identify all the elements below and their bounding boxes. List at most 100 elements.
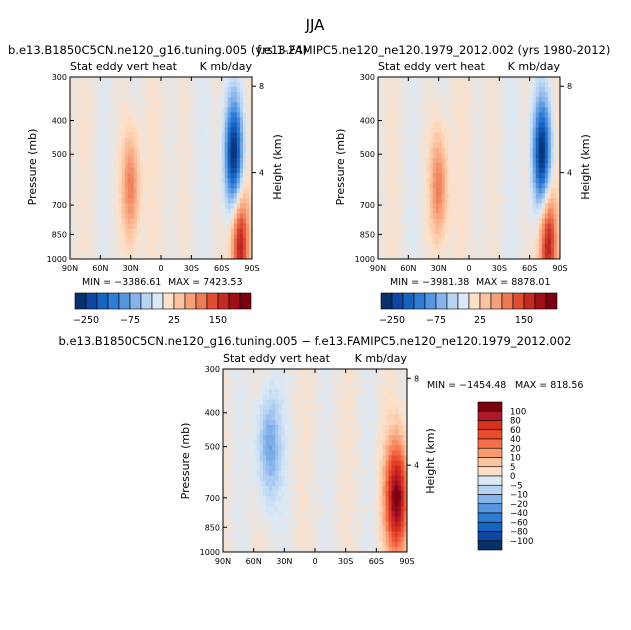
heatmap-cell (465, 117, 470, 123)
heatmap-cell (191, 102, 195, 108)
heatmap-cell (381, 168, 385, 174)
heatmap-cell (85, 213, 89, 219)
heatmap-cell (85, 127, 89, 134)
heatmap-cell (97, 87, 101, 93)
heatmap-cell (475, 107, 479, 113)
heatmap-cell (330, 389, 334, 395)
heatmap-cell (151, 92, 156, 98)
heatmap-cell (435, 82, 440, 88)
heatmap-cell (357, 394, 362, 400)
heatmap-cell (173, 97, 177, 103)
heatmap-cell (82, 238, 86, 245)
heatmap-cell (538, 142, 543, 149)
heatmap-cell (538, 122, 543, 128)
heatmap-cell (191, 203, 195, 209)
heatmap-cell (414, 122, 418, 128)
heatmap-cell (547, 188, 552, 194)
heatmap-cell (462, 132, 467, 139)
heatmap-cell (405, 157, 409, 164)
heatmap-cell (203, 152, 207, 159)
heatmap-cell (157, 183, 162, 189)
heatmap-cell (544, 82, 549, 88)
heatmap-cell (103, 238, 107, 245)
heatmap-cell (456, 198, 461, 204)
heatmap-cell (88, 122, 92, 128)
heatmap-cell (227, 122, 232, 128)
heatmap-cell (203, 162, 207, 169)
heatmap-cell (523, 223, 528, 230)
heatmap-cell (206, 203, 210, 209)
heatmap-cell (505, 203, 509, 209)
heatmap-cell (136, 183, 141, 189)
heatmap-cell (402, 147, 406, 154)
heatmap-cell (206, 173, 210, 179)
heatmap-cell (127, 132, 132, 139)
heatmap-cell (508, 203, 512, 209)
heatmap-cell (121, 97, 125, 103)
heatmap-cell (115, 162, 119, 169)
heatmap-cell (109, 238, 113, 245)
heatmap-cell (221, 208, 226, 214)
heatmap-cell (167, 203, 171, 209)
heatmap-cell (550, 92, 555, 98)
heatmap-cell (393, 142, 397, 149)
heatmap-cell (393, 188, 397, 194)
heatmap-cell (121, 188, 125, 194)
heatmap-cell (535, 112, 540, 118)
heatmap-cell (296, 369, 301, 375)
heatmap-cell (194, 147, 198, 154)
heatmap-cell (541, 127, 546, 134)
heatmap-cell (496, 87, 500, 93)
heatmap-cell (459, 208, 464, 214)
heatmap-cell (345, 394, 350, 400)
heatmap-cell (370, 369, 374, 375)
heatmap-cell (523, 228, 528, 235)
heatmap-cell (139, 213, 144, 219)
heatmap-cell (244, 379, 248, 385)
heatmap-cell (221, 152, 226, 159)
heatmap-cell (130, 218, 135, 225)
heatmap-cell (529, 208, 534, 214)
heatmap-cell (408, 173, 412, 179)
heatmap-cell (242, 162, 247, 169)
heatmap-cell (164, 92, 168, 98)
heatmap-cell (472, 147, 476, 154)
heatmap-cell (399, 188, 403, 194)
heatmap-cell (212, 213, 216, 219)
heatmap-cell (472, 107, 476, 113)
heatmap-cell (248, 152, 253, 159)
heatmap-cell (490, 162, 494, 169)
heatmap-cell (382, 409, 386, 416)
heatmap-cell (194, 203, 198, 209)
heatmap-cell (423, 238, 427, 245)
heatmap-cell (79, 117, 83, 123)
heatmap-cell (411, 102, 415, 108)
heatmap-cell (544, 152, 549, 159)
heatmap-cell (390, 82, 394, 88)
heatmap-cell (241, 394, 245, 400)
heatmap-cell (526, 102, 531, 108)
heatmap-cell (321, 369, 325, 375)
heatmap-cell (103, 173, 107, 179)
heatmap-cell (118, 213, 122, 219)
heatmap-cell (520, 112, 524, 118)
heatmap-cell (221, 82, 226, 88)
heatmap-cell (148, 223, 153, 230)
heatmap-cell (385, 389, 389, 395)
heatmap-cell (164, 107, 168, 113)
heatmap-cell (130, 213, 135, 219)
heatmap-cell (185, 142, 189, 149)
heatmap-cell (109, 193, 113, 199)
heatmap-cell (227, 77, 232, 83)
heatmap-cell (384, 183, 388, 189)
heatmap-cell (151, 208, 156, 214)
heatmap-cell (523, 213, 528, 219)
heatmap-cell (520, 168, 524, 174)
heatmap-cell (188, 193, 192, 199)
heatmap-cell (242, 228, 247, 235)
heatmap-cell (227, 142, 232, 149)
heatmap-cell (435, 117, 440, 123)
heatmap-cell (391, 379, 396, 385)
heatmap-cell (242, 233, 247, 240)
